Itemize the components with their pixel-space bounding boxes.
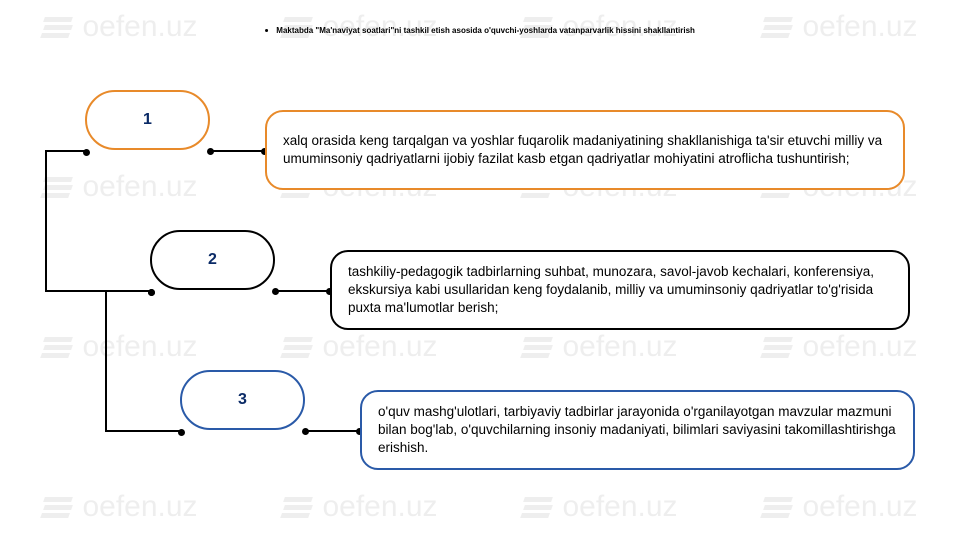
side-connector-2-dot-bot bbox=[178, 429, 185, 436]
connector-line-2 bbox=[275, 290, 330, 292]
side-connector-2-vert bbox=[105, 290, 107, 430]
content-layer: Maktabda "Ma'naviyat soatlari"ni tashkil… bbox=[0, 0, 960, 540]
heading-text: Maktabda "Ma'naviyat soatlari"ni tashkil… bbox=[276, 26, 695, 35]
connector-line-3 bbox=[305, 430, 360, 432]
connector-line-1 bbox=[210, 150, 265, 152]
heading-bullet-icon bbox=[265, 29, 268, 32]
side-connector-2-top bbox=[105, 290, 150, 292]
description-box-1: xalq orasida keng tarqalgan va yoshlar f… bbox=[265, 110, 905, 190]
side-connector-1-dot-top bbox=[83, 149, 90, 156]
number-badge-2: 2 bbox=[150, 230, 275, 290]
side-connector-2-bot bbox=[105, 430, 180, 432]
side-connector-2-dot-top bbox=[148, 289, 155, 296]
description-box-3: o'quv mashg'ulotlari, tarbiyaviy tadbirl… bbox=[360, 390, 915, 470]
number-badge-3: 3 bbox=[180, 370, 305, 430]
page-heading: Maktabda "Ma'naviyat soatlari"ni tashkil… bbox=[265, 26, 695, 35]
side-connector-1-top bbox=[45, 150, 85, 152]
description-box-2: tashkiliy-pedagogik tadbirlarning suhbat… bbox=[330, 250, 910, 330]
side-connector-1-vert bbox=[45, 150, 47, 290]
number-badge-1: 1 bbox=[85, 90, 210, 150]
